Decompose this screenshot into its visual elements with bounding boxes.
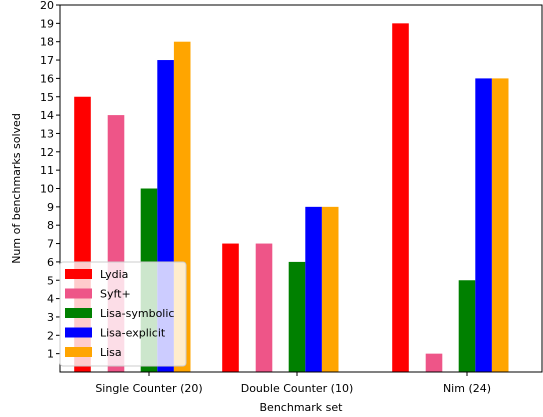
- y-tick-label: 5: [47, 274, 54, 287]
- y-tick-label: 12: [40, 146, 54, 159]
- legend-swatch: [65, 347, 92, 357]
- y-tick-label: 4: [47, 293, 54, 306]
- y-tick-label: 15: [40, 91, 54, 104]
- bar-lisa-explicit-1: [305, 206, 322, 372]
- y-tick-label: 9: [47, 201, 54, 214]
- y-tick-label: 6: [47, 256, 54, 269]
- bar-lisa-symbolic-2: [458, 280, 476, 372]
- bar-syft--1: [255, 243, 273, 372]
- y-tick-label: 11: [40, 164, 54, 177]
- y-tick-label: 16: [40, 72, 54, 85]
- y-axis-label: Num of benchmarks solved: [10, 113, 23, 264]
- legend-swatch: [65, 288, 92, 299]
- y-tick-label: 3: [47, 311, 54, 324]
- y-tick-label: 13: [40, 127, 54, 140]
- legend-label: Lisa-explicit: [100, 327, 166, 340]
- legend-label: Lydia: [100, 268, 128, 281]
- legend-label: Lisa-symbolic: [100, 307, 174, 320]
- x-tick-label: Double Counter (10): [241, 382, 354, 395]
- bar-syft--2: [425, 353, 443, 372]
- y-tick-label: 1: [47, 348, 54, 361]
- legend-label: Lisa: [100, 346, 122, 359]
- y-tick-label: 19: [40, 17, 54, 30]
- bar-lisa-1: [321, 206, 339, 372]
- y-tick-label: 10: [40, 183, 54, 196]
- x-tick-label: Nim (24): [443, 382, 491, 395]
- bar-lisa-symbolic-1: [288, 261, 306, 372]
- bar-lydia-1: [222, 243, 239, 372]
- x-axis: Single Counter (20) Double Counter (10) Ni…: [95, 372, 491, 395]
- x-axis-label: Benchmark set: [260, 401, 344, 414]
- legend-swatch: [65, 308, 92, 318]
- bar-lydia-2: [392, 23, 409, 372]
- y-tick-label: 20: [40, 0, 54, 12]
- legend-swatch: [65, 327, 92, 338]
- x-tick-label: Single Counter (20): [95, 382, 202, 395]
- y-tick-label: 17: [40, 54, 54, 67]
- y-tick-label: 7: [47, 238, 54, 251]
- y-tick-label: 8: [47, 219, 54, 232]
- y-tick-label: 14: [40, 109, 54, 122]
- legend: Lydia Syft+ Lisa-symbolic Lisa-explicit Lisa: [59, 261, 187, 367]
- legend-label: Syft+: [100, 288, 131, 301]
- y-tick-label: 18: [40, 36, 54, 49]
- y-tick-label: 2: [47, 329, 54, 342]
- bar-lisa-explicit-2: [475, 78, 492, 373]
- legend-swatch: [65, 269, 92, 279]
- bar-lisa-2: [491, 78, 509, 373]
- legend-box: [59, 261, 187, 367]
